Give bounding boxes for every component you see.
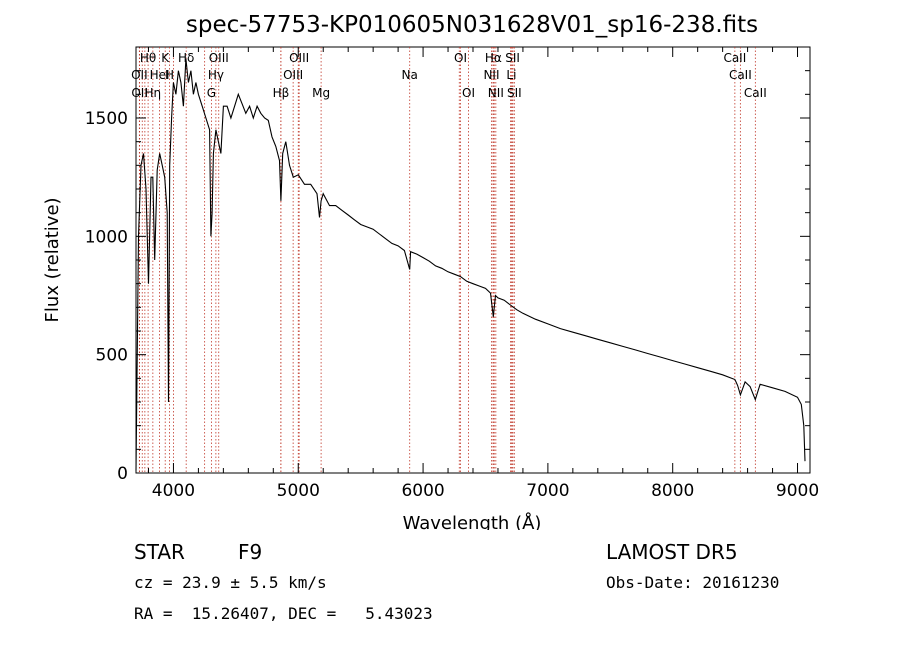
spectral-line-label: CaII xyxy=(744,86,767,100)
spectral-line-label: Hγ xyxy=(208,68,224,82)
spectral-line-label: SII xyxy=(507,86,522,100)
spectral-line-label: CaII xyxy=(723,51,746,65)
coordinates: RA = 15.26407, DEC = 5.43023 xyxy=(134,604,433,623)
survey-name: LAMOST DR5 xyxy=(606,540,738,564)
spectral-line-label: OIII xyxy=(289,51,309,65)
chart-title: spec-57753-KP010605N031628V01_sp16-238.f… xyxy=(186,12,758,38)
x-axis-label: Wavelength (Å) xyxy=(403,512,542,530)
spectral-line-label: Li xyxy=(506,68,516,82)
spectral-line-label: G xyxy=(207,86,216,100)
y-axis-label: Flux (relative) xyxy=(42,197,63,322)
spectral-line-label: OI xyxy=(454,51,467,65)
x-tick-label: 7000 xyxy=(526,481,569,501)
y-tick-label: 1500 xyxy=(85,109,128,129)
spectrum-chart: spec-57753-KP010605N031628V01_sp16-238.f… xyxy=(42,12,819,530)
spectral-line-label: OIII xyxy=(209,51,229,65)
plot-frame xyxy=(135,46,811,474)
spectral-line-label: Hη xyxy=(145,86,162,100)
x-tick-label: 5000 xyxy=(277,481,320,501)
spectral-line-label: OII xyxy=(131,86,148,100)
object-subclass: F9 xyxy=(238,540,263,564)
spectral-line-label: Hα xyxy=(485,51,502,65)
spectrum-series-line xyxy=(135,58,806,471)
spectral-line-label: CaII xyxy=(729,68,752,82)
spectral-line-label: Mg xyxy=(312,86,330,100)
spectral-line-label: OIII xyxy=(283,68,303,82)
spectral-line-label: OII xyxy=(131,68,148,82)
spectral-line-label: Na xyxy=(402,68,418,82)
y-tick-label: 500 xyxy=(96,346,128,366)
object-class: STAR xyxy=(134,540,185,564)
redshift-velocity: cz = 23.9 ± 5.5 km/s xyxy=(134,573,327,592)
spectral-line-label: Hδ xyxy=(178,51,194,65)
observation-date: Obs-Date: 20161230 xyxy=(606,573,780,592)
y-tick-label: 1000 xyxy=(85,227,128,247)
x-tick-label: 6000 xyxy=(401,481,444,501)
spectral-line-label: H xyxy=(165,68,174,82)
y-tick-label: 0 xyxy=(117,464,128,484)
spectral-line-label: Hθ xyxy=(140,51,156,65)
spectral-line-label: NII xyxy=(488,86,504,100)
spectral-line-label: K xyxy=(161,51,170,65)
spectral-line-label: SII xyxy=(505,51,520,65)
spectral-line-label: NII xyxy=(483,68,499,82)
spectral-line-label: HeI xyxy=(150,68,170,82)
spectral-line-label: Hβ xyxy=(273,86,290,100)
x-tick-label: 4000 xyxy=(152,481,195,501)
x-tick-label: 9000 xyxy=(776,481,819,501)
x-tick-label: 8000 xyxy=(651,481,694,501)
spectral-line-label: OI xyxy=(462,86,475,100)
